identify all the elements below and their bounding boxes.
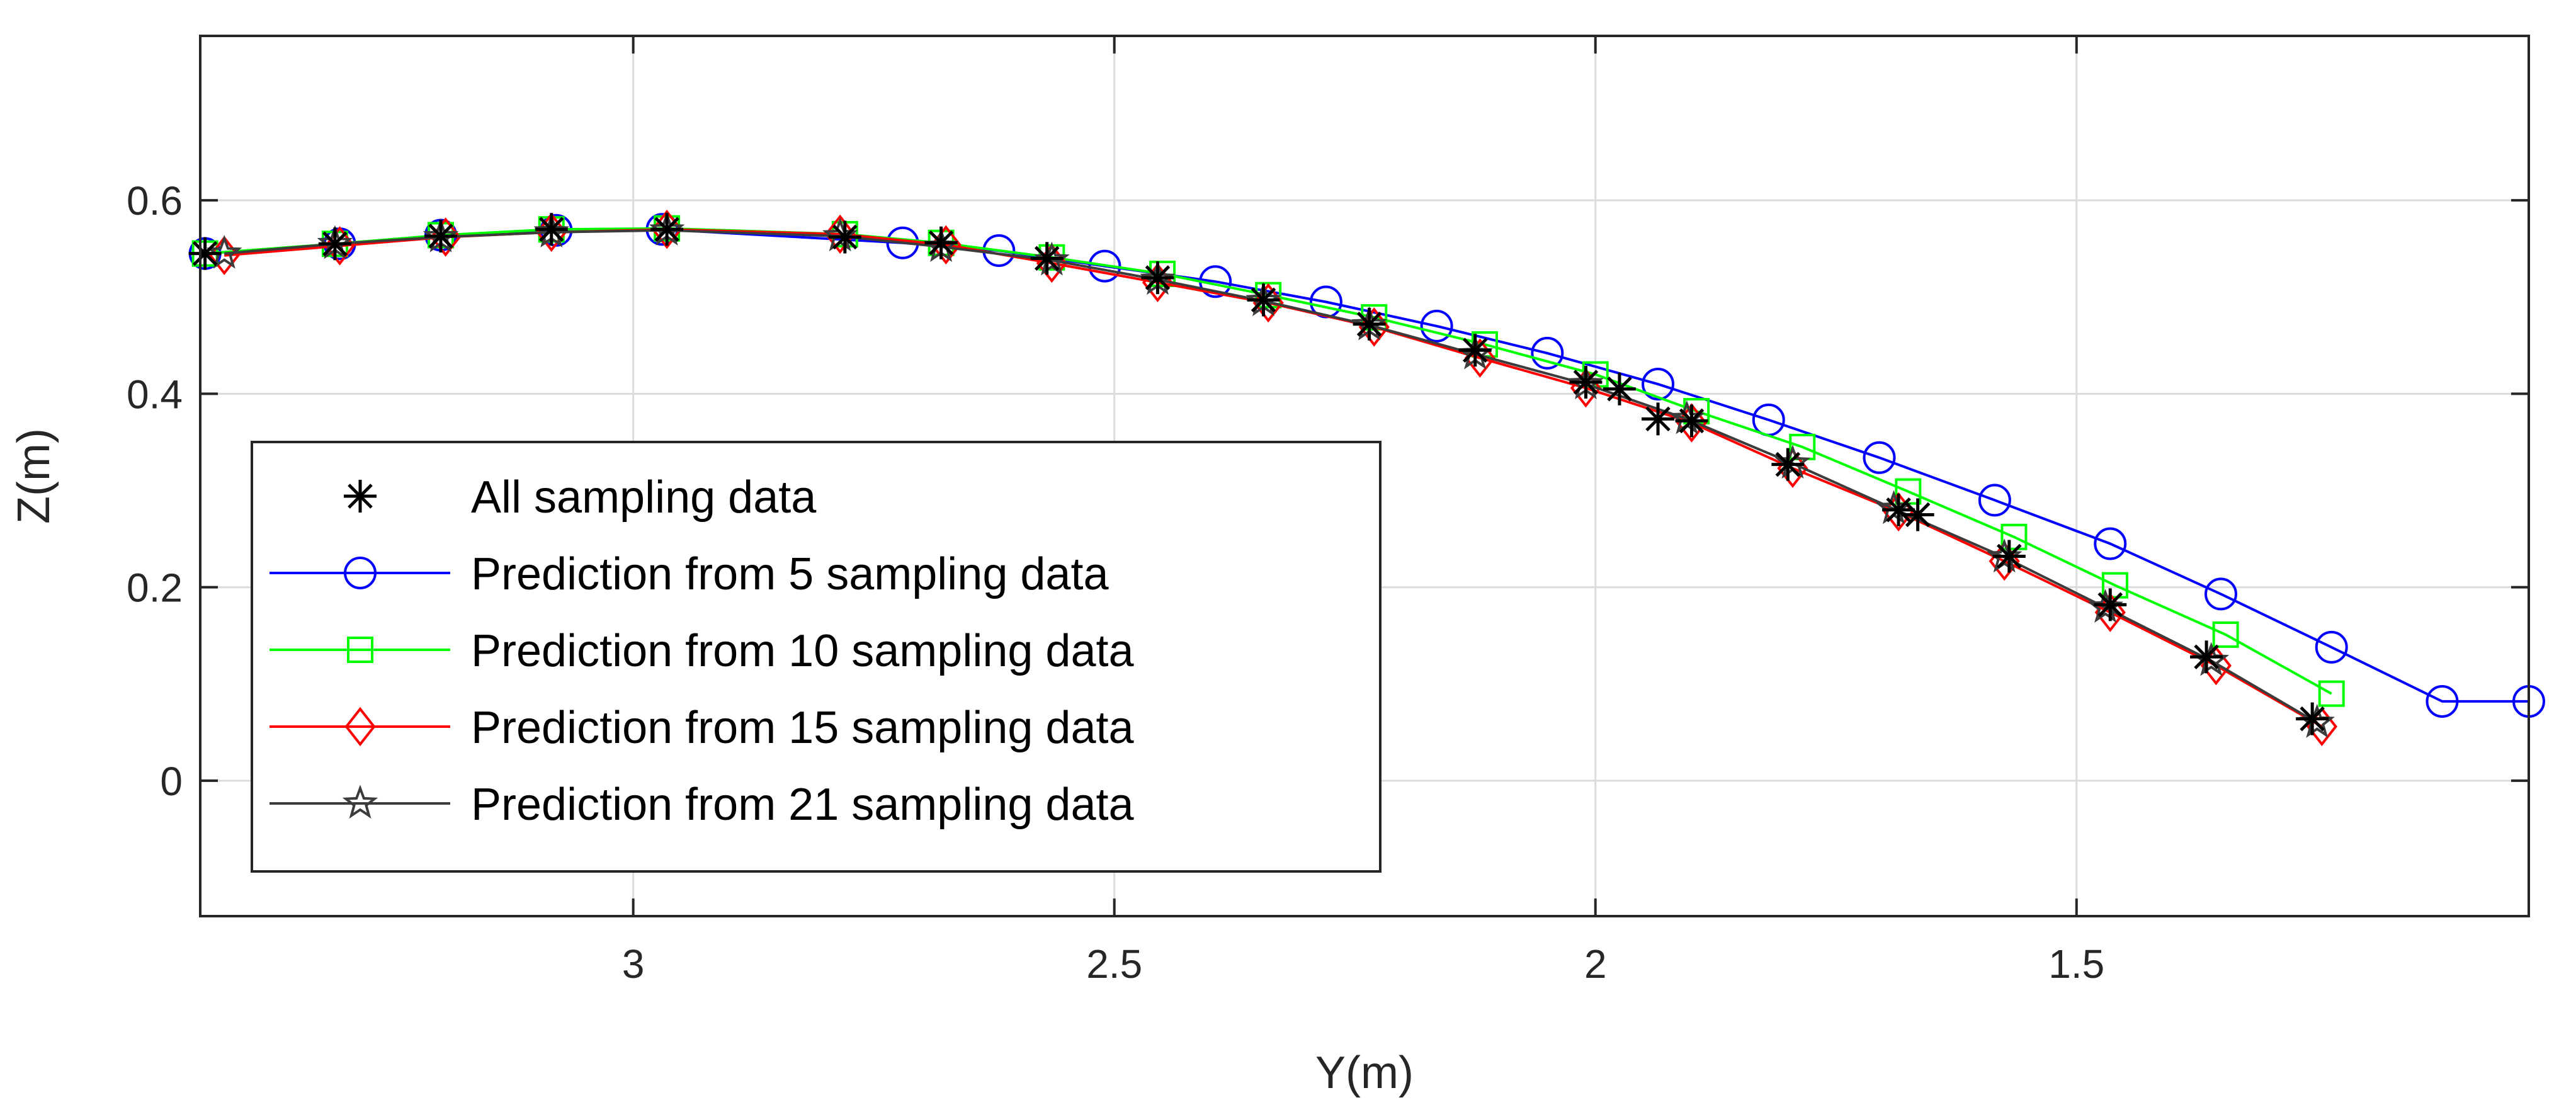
- x-tick-label: 3: [622, 941, 645, 987]
- data-point: [2318, 680, 2345, 707]
- data-point: [1901, 498, 1934, 531]
- legend-label: Prediction from 15 sampling data: [471, 703, 1135, 753]
- data-point: [2087, 589, 2124, 623]
- legend-marker: [344, 480, 377, 513]
- data-point: [2212, 621, 2239, 648]
- x-axis-label: Y(m): [1315, 1048, 1414, 1098]
- data-point: [2101, 572, 2128, 599]
- series-0: [188, 213, 2329, 735]
- legend-label: Prediction from 5 sampling data: [471, 549, 1109, 599]
- data-point: [1030, 242, 1064, 275]
- legend-box: [251, 441, 1382, 873]
- data-point: [188, 237, 222, 270]
- legend-label: All sampling data: [471, 472, 817, 523]
- data-point: [1642, 402, 1675, 436]
- data-point: [1033, 241, 1070, 276]
- data-point: [828, 220, 861, 254]
- ticks: 3 2.5 2 1.5 0 0.2 0.4 0.6: [127, 36, 2529, 987]
- data-point: [924, 226, 958, 259]
- data-point: [824, 214, 856, 254]
- data-point: [2296, 702, 2329, 735]
- data-point: [535, 213, 568, 246]
- data-point: [1992, 540, 2026, 573]
- data-point: [2094, 588, 2127, 621]
- data-point: [2315, 630, 2348, 664]
- legend-entry: Prediction from 5 sampling data: [270, 549, 1109, 599]
- legend-marker: [347, 637, 373, 663]
- y-tick-label: 0.2: [127, 565, 183, 611]
- y-tick-label: 0.6: [127, 178, 183, 224]
- data-point: [1642, 368, 1675, 401]
- legend-label: Prediction from 10 sampling data: [471, 626, 1135, 676]
- data-point: [1863, 441, 1896, 474]
- legend-marker: [342, 785, 378, 819]
- data-point: [1603, 372, 1636, 405]
- data-point: [1353, 307, 1386, 341]
- x-tick-label: 1.5: [2048, 941, 2104, 987]
- legend: All sampling data Prediction from 5 sampl…: [251, 441, 1382, 873]
- series-layer: [188, 210, 2545, 747]
- data-point: [1569, 365, 1603, 399]
- data-point: [1420, 309, 1453, 343]
- data-point: [1978, 484, 2011, 517]
- series-line: [205, 227, 2332, 695]
- data-point: [1882, 493, 1915, 526]
- y-tick-label: 0: [160, 759, 183, 804]
- data-point: [2094, 527, 2127, 560]
- data-point: [2204, 577, 2238, 611]
- data-point: [1771, 448, 1805, 481]
- axes-frame: [199, 35, 2530, 917]
- data-point: [2190, 640, 2223, 674]
- legend-entry: Prediction from 15 sampling data: [270, 703, 1135, 753]
- x-tick-label: 2.5: [1086, 941, 1142, 987]
- y-tick-label: 0.4: [127, 371, 183, 417]
- data-point: [318, 227, 351, 261]
- axes-box: [199, 35, 2530, 917]
- series-line: [224, 229, 2318, 724]
- data-point: [650, 213, 684, 246]
- data-point: [2426, 684, 2459, 718]
- y-axis-label: Z(m): [9, 428, 59, 524]
- legend-marker: [344, 706, 376, 747]
- legend-entry: Prediction from 10 sampling data: [270, 626, 1135, 676]
- data-point: [1458, 334, 1492, 367]
- legend-marker: [344, 557, 377, 589]
- data-point: [2000, 523, 2028, 550]
- legend-entry: Prediction from 21 sampling data: [270, 780, 1135, 830]
- data-point: [206, 234, 242, 269]
- data-point: [1531, 336, 1564, 370]
- data-point: [1141, 261, 1174, 295]
- legend-entry: All sampling data: [344, 472, 817, 523]
- data-point: [651, 210, 683, 249]
- data-point: [1675, 404, 1708, 438]
- data-point: [424, 220, 458, 253]
- x-tick-label: 2: [1584, 941, 1607, 987]
- data-point: [1247, 283, 1280, 317]
- legend-label: Prediction from 21 sampling data: [471, 780, 1135, 830]
